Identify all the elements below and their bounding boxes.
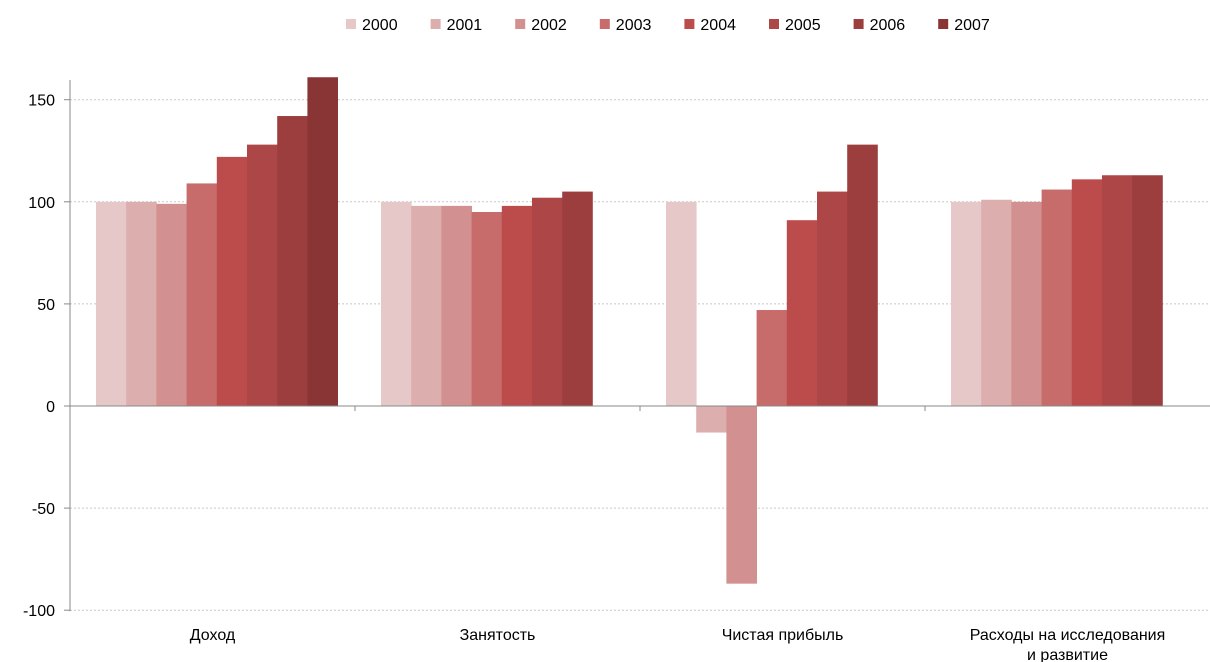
bar-2006-3 xyxy=(1132,175,1163,406)
y-tick-label: -50 xyxy=(32,501,55,518)
bar-2006-1 xyxy=(562,191,593,406)
bar-2003-3 xyxy=(1041,189,1073,406)
y-tick-label: 50 xyxy=(37,297,55,314)
legend-swatch-2006 xyxy=(853,19,864,29)
bar-2001-2 xyxy=(696,406,727,433)
bar-2002-0 xyxy=(156,203,187,406)
y-tick-labels: -100 -50 0 50 100 150 xyxy=(23,93,55,621)
legend-label: 2001 xyxy=(447,17,483,34)
x-category-label: и развитие xyxy=(1027,647,1108,662)
bar-2001-0 xyxy=(126,201,157,406)
bar-2005-0 xyxy=(247,144,278,406)
bar-2000-2 xyxy=(666,201,697,406)
y-tick-label: 150 xyxy=(28,93,55,110)
legend-swatch-2004 xyxy=(684,19,695,29)
bar-2006-0 xyxy=(277,116,308,406)
legend-swatch-2007 xyxy=(938,19,949,29)
bar-2003-2 xyxy=(756,310,788,406)
bars xyxy=(96,77,1163,584)
legend-label: 2007 xyxy=(954,17,990,34)
bar-2005-3 xyxy=(1102,175,1133,406)
bar-2001-3 xyxy=(981,199,1012,406)
y-tick-label: -100 xyxy=(23,603,55,620)
bar-2002-1 xyxy=(441,205,472,406)
legend-label: 2003 xyxy=(616,17,652,34)
bar-2002-3 xyxy=(1011,201,1042,406)
bar-2002-2 xyxy=(726,406,757,584)
legend-label: 2002 xyxy=(531,17,567,34)
x-category-label: Чистая прибыль xyxy=(722,627,844,644)
legend-swatch-2002 xyxy=(515,19,526,29)
bar-2007-0 xyxy=(307,77,338,406)
legend-label: 2006 xyxy=(870,17,906,34)
x-category-label: Доход xyxy=(190,627,236,644)
bar-2005-2 xyxy=(817,191,848,406)
legend: 2000 2001 2002 2003 2004 2005 2006 2007 xyxy=(346,17,990,34)
bar-2001-1 xyxy=(411,205,442,406)
legend-label: 2005 xyxy=(785,17,821,34)
y-tick-label: 0 xyxy=(46,399,55,416)
x-category-labels: Доход Занятость Чистая прибыль Расходы на и… xyxy=(190,627,1166,662)
x-category-label: Расходы на исследования xyxy=(970,627,1166,644)
bar-2005-1 xyxy=(532,197,563,406)
y-tick-label: 100 xyxy=(28,195,55,212)
bar-2004-0 xyxy=(216,156,248,406)
bar-2004-3 xyxy=(1071,179,1103,406)
bar-2000-1 xyxy=(381,201,412,406)
bar-2004-2 xyxy=(786,220,818,406)
legend-label: 2000 xyxy=(362,17,398,34)
legend-label: 2004 xyxy=(700,17,736,34)
legend-swatch-2001 xyxy=(430,19,441,29)
bar-2000-3 xyxy=(951,201,982,406)
bar-2000-0 xyxy=(96,201,127,406)
bar-2003-0 xyxy=(186,183,218,406)
bar-2004-1 xyxy=(501,205,533,406)
legend-swatch-2000 xyxy=(346,19,356,29)
legend-swatch-2003 xyxy=(599,19,610,29)
bar-2003-1 xyxy=(471,212,503,406)
bar-2006-2 xyxy=(847,144,878,406)
legend-swatch-2005 xyxy=(769,19,779,29)
x-category-label: Занятость xyxy=(460,627,536,644)
axes xyxy=(64,80,1210,612)
